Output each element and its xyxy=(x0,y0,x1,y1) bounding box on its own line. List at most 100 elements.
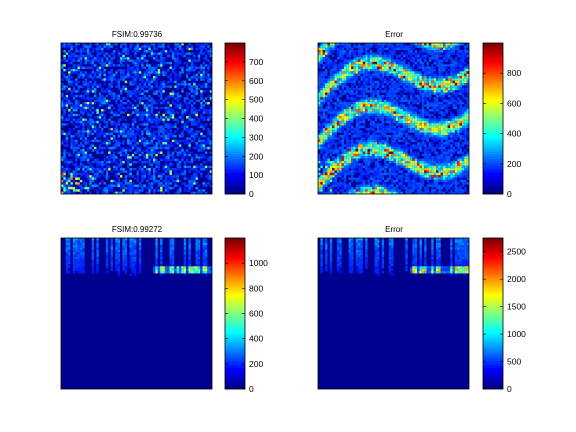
heatmap-cell xyxy=(424,78,427,81)
heatmap-cell xyxy=(450,83,453,86)
heatmap-cell xyxy=(341,73,344,77)
heatmap-cell xyxy=(200,43,203,46)
heatmap-cell xyxy=(145,120,149,124)
heatmap-cell xyxy=(89,73,92,77)
heatmap-cell xyxy=(334,125,337,128)
heatmap-cell xyxy=(395,142,399,145)
heatmap-cell xyxy=(459,144,462,147)
heatmap-cell xyxy=(440,71,444,74)
heatmap-cell xyxy=(325,130,328,133)
heatmap-cell xyxy=(181,83,184,86)
heatmap-cell xyxy=(63,179,66,183)
heatmap-cell xyxy=(395,71,399,74)
heatmap-cell xyxy=(372,92,375,95)
heatmap-cell xyxy=(426,66,429,69)
heatmap-cell xyxy=(124,106,128,110)
heatmap-cell xyxy=(348,144,352,147)
heatmap-cell xyxy=(181,111,184,114)
heatmap-cell xyxy=(454,61,458,65)
heatmap-cell xyxy=(193,137,196,140)
heatmap-cell xyxy=(136,127,139,131)
heatmap-cell xyxy=(336,83,340,86)
heatmap-cell xyxy=(79,57,83,60)
heatmap-cell xyxy=(419,78,422,81)
heatmap-cell xyxy=(376,43,380,46)
heatmap-cell xyxy=(79,165,83,169)
heatmap-cell xyxy=(167,132,170,136)
heatmap-cell xyxy=(96,172,99,176)
heatmap-cell xyxy=(332,111,335,114)
heatmap-cell xyxy=(112,50,116,53)
heatmap-cell xyxy=(365,101,368,105)
heatmap-cell xyxy=(334,144,337,147)
heatmap-cell xyxy=(405,73,408,77)
heatmap-cell xyxy=(339,111,342,114)
heatmap-cell xyxy=(450,78,453,81)
heatmap-cell xyxy=(91,184,95,187)
heatmap-cell xyxy=(329,83,333,86)
heatmap-cell xyxy=(395,137,399,140)
heatmap-cell xyxy=(79,135,83,138)
heatmap-cell xyxy=(63,85,66,88)
heatmap-cell xyxy=(181,80,184,84)
heatmap-cell xyxy=(110,94,113,98)
heatmap-cell xyxy=(341,59,344,62)
heatmap-cell xyxy=(167,125,170,128)
heatmap-cell xyxy=(318,76,321,79)
heatmap-cell xyxy=(103,54,106,58)
heatmap-cell xyxy=(431,54,434,58)
heatmap-cell xyxy=(346,43,349,46)
heatmap-cell xyxy=(384,99,387,103)
heatmap-cell xyxy=(320,146,323,150)
heatmap-cell xyxy=(459,78,462,81)
heatmap-cell xyxy=(426,130,429,133)
heatmap-cell xyxy=(355,111,359,114)
heatmap-cell xyxy=(207,165,210,169)
heatmap-cell xyxy=(188,78,191,81)
heatmap-cell xyxy=(412,125,415,128)
heatmap-cell xyxy=(346,71,349,74)
heatmap-cell xyxy=(63,168,66,171)
heatmap-cell xyxy=(417,54,420,58)
heatmap-cell xyxy=(431,106,434,110)
heatmap-cell xyxy=(318,111,321,114)
heatmap-cell xyxy=(322,83,326,86)
heatmap-cell xyxy=(348,76,352,79)
heatmap-cell xyxy=(190,127,194,131)
heatmap-cell xyxy=(391,123,394,126)
heatmap-cell xyxy=(164,163,168,166)
heatmap-cell xyxy=(188,68,191,72)
heatmap-cell xyxy=(426,80,429,84)
heatmap-cell xyxy=(358,130,361,133)
heatmap-cell xyxy=(183,80,187,84)
heatmap-cell xyxy=(332,109,335,112)
heatmap-cell xyxy=(360,106,363,110)
heatmap-cell xyxy=(162,64,165,67)
heatmap-cell xyxy=(393,142,396,145)
heatmap-cell xyxy=(325,149,328,152)
heatmap-cell xyxy=(169,168,172,171)
heatmap-cell xyxy=(414,71,418,74)
heatmap-cell xyxy=(421,97,425,100)
heatmap-cell xyxy=(171,158,175,162)
heatmap-cell xyxy=(160,186,163,190)
heatmap-cell xyxy=(426,68,429,72)
heatmap-cell xyxy=(136,85,139,88)
heatmap-cell xyxy=(376,144,380,147)
heatmap-cell xyxy=(193,52,196,55)
heatmap-cell xyxy=(410,76,413,79)
heatmap-cell xyxy=(426,111,429,114)
heatmap-cell xyxy=(445,109,448,112)
heatmap-cell xyxy=(200,168,203,171)
heatmap-cell xyxy=(410,87,413,91)
heatmap-cell xyxy=(193,120,196,124)
heatmap-cell xyxy=(426,123,429,126)
heatmap-cell xyxy=(138,116,142,119)
heatmap-cell xyxy=(171,186,175,190)
heatmap-cell xyxy=(438,71,441,74)
heatmap-cell xyxy=(148,127,151,131)
heatmap-cell xyxy=(428,68,432,72)
heatmap-cell xyxy=(351,146,354,150)
heatmap-cell xyxy=(131,68,135,72)
heatmap-cell xyxy=(381,68,385,72)
